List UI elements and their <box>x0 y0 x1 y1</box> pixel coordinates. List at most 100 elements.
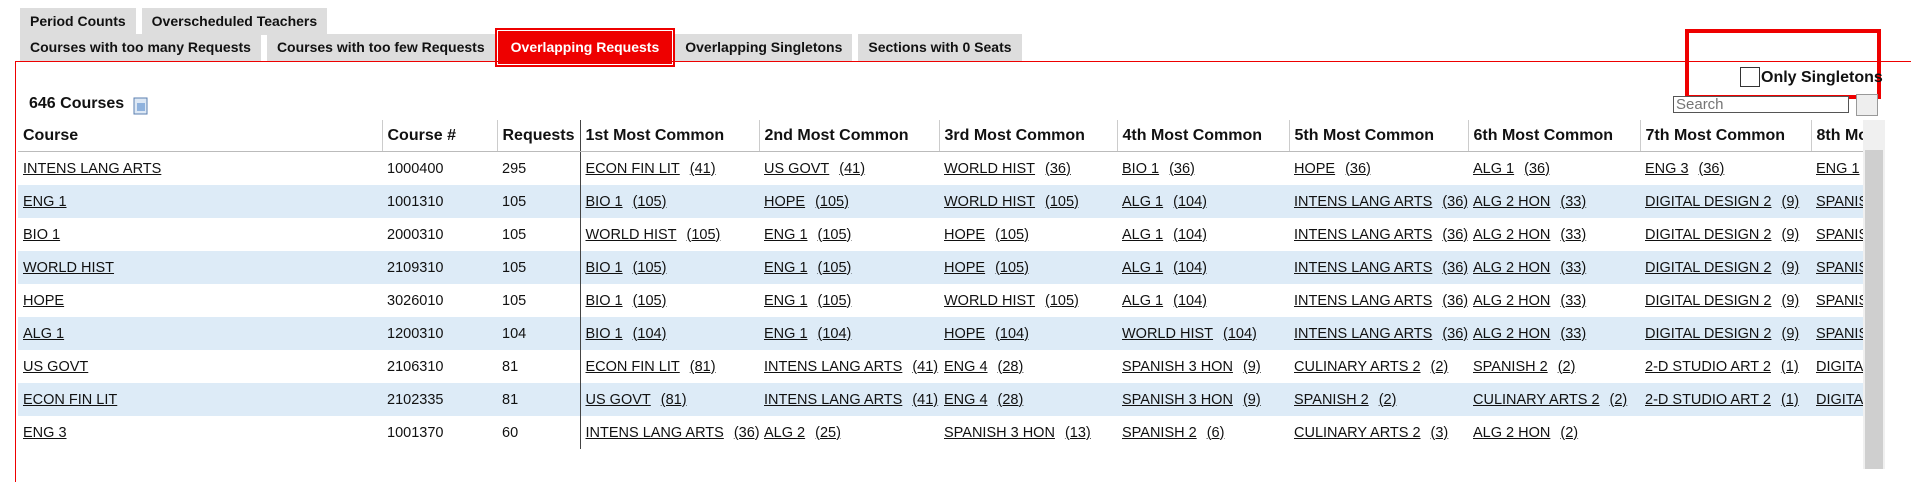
course-link[interactable]: HOPE <box>764 193 806 210</box>
column-header[interactable]: 3rd Most Common <box>939 120 1118 152</box>
column-header[interactable]: 8th Most Common <box>1811 120 1863 152</box>
course-link[interactable]: ALG 1 <box>1122 193 1164 210</box>
course-link[interactable]: INTENS LANG ARTS <box>1294 325 1433 342</box>
course-link[interactable]: DIGITAL DESIGN 2 <box>1645 259 1772 276</box>
course-link[interactable]: ENG 3 <box>23 424 67 441</box>
course-link[interactable]: ALG 2 HON <box>1473 292 1551 309</box>
course-link[interactable]: DIGITAL DESIGN 2 <box>1645 193 1772 210</box>
column-header[interactable]: 5th Most Common <box>1289 120 1469 152</box>
course-link[interactable]: ECON FIN LIT <box>585 358 680 375</box>
tab[interactable]: Sections with 0 Seats <box>858 34 1022 61</box>
course-link[interactable]: ENG 1 <box>764 226 808 243</box>
course-link[interactable]: ALG 1 <box>23 325 65 342</box>
course-link[interactable]: ALG 2 HON <box>1473 193 1551 210</box>
tab[interactable]: Courses with too many Requests <box>20 34 261 61</box>
course-link[interactable]: 2-D STUDIO ART 2 <box>1645 391 1771 408</box>
export-icon[interactable] <box>132 97 150 115</box>
course-link[interactable]: SPANISH 3 HON <box>1122 391 1233 408</box>
column-header[interactable]: 7th Most Common <box>1640 120 1812 152</box>
course-link[interactable]: SPANISH 2 <box>1473 358 1548 375</box>
course-link[interactable]: ENG 1 <box>23 193 67 210</box>
course-link[interactable]: ECON FIN LIT <box>23 391 118 408</box>
scroll-thumb[interactable] <box>1865 150 1883 469</box>
course-link[interactable]: INTENS LANG ARTS <box>23 160 162 177</box>
tab[interactable]: Period Counts <box>20 8 136 35</box>
course-link[interactable]: DIGITAL DESIGN 2 <box>1645 226 1772 243</box>
column-header[interactable]: 2nd Most Common <box>759 120 940 152</box>
course-link[interactable]: HOPE <box>1294 160 1336 177</box>
course-link[interactable]: ALG 2 HON <box>1473 325 1551 342</box>
course-link[interactable]: ENG 1 <box>1816 160 1860 177</box>
course-link[interactable]: ALG 2 HON <box>1473 226 1551 243</box>
course-link[interactable]: ALG 2 HON <box>1473 424 1551 441</box>
course-link[interactable]: US GOVT <box>585 391 651 408</box>
course-link[interactable]: INTENS LANG ARTS <box>764 391 903 408</box>
course-link[interactable]: ENG 1 <box>764 325 808 342</box>
course-link[interactable]: SPANISH 2 <box>1294 391 1369 408</box>
course-link[interactable]: WORLD HIST <box>1122 325 1214 342</box>
column-header[interactable]: Course <box>18 120 383 152</box>
course-link[interactable]: INTENS LANG ARTS <box>1294 292 1433 309</box>
course-link[interactable]: INTENS LANG ARTS <box>764 358 903 375</box>
column-header[interactable]: 4th Most Common <box>1117 120 1290 152</box>
tab[interactable]: Overscheduled Teachers <box>141 8 328 35</box>
course-link[interactable]: ENG 4 <box>944 391 988 408</box>
course-link[interactable]: SPANIS <box>1816 226 1863 243</box>
course-link[interactable]: DIGITA <box>1816 358 1863 375</box>
course-link[interactable]: SPANISH 3 HON <box>1122 358 1233 375</box>
course-link[interactable]: INTENS LANG ARTS <box>1294 259 1433 276</box>
course-link[interactable]: ALG 2 HON <box>1473 259 1551 276</box>
search-button[interactable] <box>1856 94 1878 116</box>
course-link[interactable]: CULINARY ARTS 2 <box>1294 358 1421 375</box>
course-link[interactable]: SPANISH 2 <box>1122 424 1197 441</box>
tab[interactable]: Overlapping Requests <box>497 31 673 64</box>
course-link[interactable]: INTENS LANG ARTS <box>585 424 724 441</box>
column-header[interactable]: 1st Most Common <box>580 120 760 152</box>
course-link[interactable]: DIGITAL DESIGN 2 <box>1645 292 1772 309</box>
course-link[interactable]: WORLD HIST <box>944 193 1036 210</box>
course-link[interactable]: WORLD HIST <box>944 292 1036 309</box>
column-header[interactable]: 6th Most Common <box>1468 120 1641 152</box>
course-link[interactable]: ENG 3 <box>1645 160 1689 177</box>
course-link[interactable]: HOPE <box>23 292 65 309</box>
search-input[interactable] <box>1673 96 1849 113</box>
course-link[interactable]: US GOVT <box>764 160 830 177</box>
course-link[interactable]: ALG 1 <box>1122 259 1164 276</box>
course-link[interactable]: ECON FIN LIT <box>585 160 680 177</box>
course-link[interactable]: ENG 1 <box>764 259 808 276</box>
course-link[interactable]: ALG 2 <box>764 424 806 441</box>
course-link[interactable]: BIO 1 <box>585 193 623 210</box>
only-singletons[interactable]: Only Singletons <box>1740 67 1883 87</box>
course-link[interactable]: ALG 1 <box>1122 292 1164 309</box>
course-link[interactable]: WORLD HIST <box>23 259 115 276</box>
course-link[interactable]: 2-D STUDIO ART 2 <box>1645 358 1771 375</box>
checkbox[interactable] <box>1740 67 1760 87</box>
tab[interactable]: Overlapping Singletons <box>675 34 853 61</box>
scrollbar[interactable] <box>1863 120 1885 469</box>
course-link[interactable]: HOPE <box>944 325 986 342</box>
column-header[interactable]: Course # <box>382 120 498 152</box>
course-link[interactable]: DIGITAL DESIGN 2 <box>1645 325 1772 342</box>
course-link[interactable]: BIO 1 <box>585 325 623 342</box>
course-link[interactable]: CULINARY ARTS 2 <box>1473 391 1600 408</box>
column-header[interactable]: Requests <box>497 120 581 152</box>
course-link[interactable]: WORLD HIST <box>585 226 677 243</box>
course-link[interactable]: ALG 1 <box>1473 160 1515 177</box>
tab[interactable]: Courses with too few Requests <box>266 34 495 61</box>
course-link[interactable]: BIO 1 <box>585 259 623 276</box>
course-link[interactable]: HOPE <box>944 259 986 276</box>
course-link[interactable]: SPANIS <box>1816 259 1863 276</box>
course-link[interactable]: INTENS LANG ARTS <box>1294 193 1433 210</box>
course-link[interactable]: BIO 1 <box>585 292 623 309</box>
course-link[interactable]: SPANIS <box>1816 292 1863 309</box>
course-link[interactable]: SPANIS <box>1816 325 1863 342</box>
course-link[interactable]: ENG 4 <box>944 358 988 375</box>
course-link[interactable]: INTENS LANG ARTS <box>1294 226 1433 243</box>
course-link[interactable]: BIO 1 <box>23 226 61 243</box>
course-link[interactable]: WORLD HIST <box>944 160 1036 177</box>
course-link[interactable]: US GOVT <box>23 358 89 375</box>
course-link[interactable]: HOPE <box>944 226 986 243</box>
course-link[interactable]: SPANIS <box>1816 193 1863 210</box>
course-link[interactable]: BIO 1 <box>1122 160 1160 177</box>
course-link[interactable]: DIGITA <box>1816 391 1863 408</box>
